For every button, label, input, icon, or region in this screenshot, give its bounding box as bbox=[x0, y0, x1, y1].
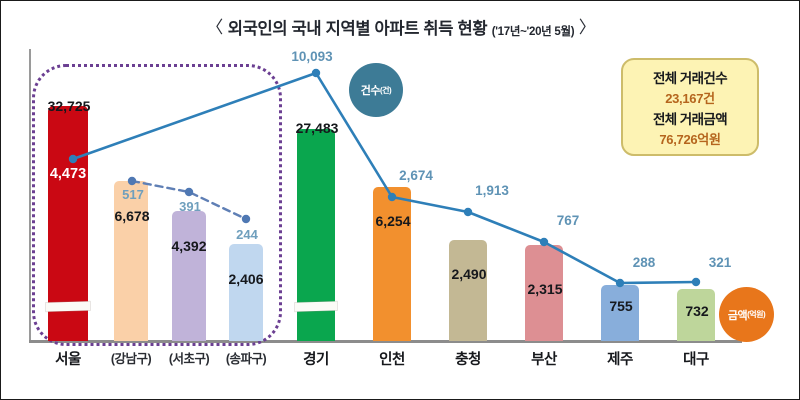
line-value-label-busan: 767 bbox=[556, 213, 580, 228]
title-bracket-open: 〈 bbox=[206, 18, 224, 37]
line-datapoint-chungcheong bbox=[463, 207, 473, 217]
line-value-label-jeju: 288 bbox=[632, 255, 656, 270]
bar-value-label-songpa: 2,406 bbox=[228, 271, 264, 287]
axis-break-mark-seoul bbox=[46, 301, 90, 312]
bar-songpa bbox=[229, 244, 263, 341]
bar-value-label-daegu: 732 bbox=[685, 303, 709, 319]
category-label-chungcheong: 충청 bbox=[455, 352, 481, 368]
category-label-songpa: (송파구) bbox=[225, 352, 267, 366]
category-label-jeju: 제주 bbox=[607, 352, 633, 368]
bar-seoul: 4,473 bbox=[46, 106, 90, 341]
bar-value-label-busan: 2,315 bbox=[527, 281, 563, 297]
line-value-label-chungcheong: 1,913 bbox=[475, 183, 509, 198]
bar-value-label-gangnam: 6,678 bbox=[114, 208, 150, 224]
x-axis-line bbox=[29, 340, 742, 343]
title-bracket-close: 〉 bbox=[578, 18, 596, 37]
bar-value-label-gyeonggi: 27,483 bbox=[295, 120, 339, 136]
category-label-incheon: 인천 bbox=[379, 352, 405, 368]
badge-amount-unit: (억원) bbox=[747, 310, 766, 319]
legend-badge-count: 건수 (건) bbox=[349, 63, 403, 117]
summary-amount-value: 76,726억원 bbox=[659, 131, 721, 147]
bar-inner-value-seoul: 4,473 bbox=[49, 166, 87, 182]
count-line-seoul-to-gyeonggi bbox=[71, 71, 318, 161]
line-value-label-gangnam: 517 bbox=[122, 187, 144, 202]
category-label-seocho: (서초구) bbox=[168, 352, 210, 366]
bar-value-label-jeju: 755 bbox=[609, 298, 633, 314]
axis-break-mark-gyeonggi bbox=[295, 301, 337, 312]
bar-gangnam bbox=[114, 181, 148, 341]
summary-count-label: 전체 거래건수 bbox=[652, 70, 728, 86]
summary-amount-label: 전체 거래금액 bbox=[652, 111, 728, 127]
bar-jeju bbox=[601, 285, 639, 341]
category-label-gyeonggi: 경기 bbox=[303, 352, 329, 368]
badge-amount-label: 금액 bbox=[727, 309, 748, 322]
bar-value-label-seoul: 32,725 bbox=[47, 98, 91, 114]
line-value-label-incheon: 2,674 bbox=[399, 168, 433, 183]
y-axis-line bbox=[29, 49, 31, 341]
page-title: 〈 외국인의 국내 지역별 아파트 취득 현황 ('17년~'20년 5월) 〉 bbox=[1, 13, 799, 39]
line-datapoint-songpa bbox=[241, 214, 251, 224]
title-period-text: ('17년~'20년 5월) bbox=[491, 26, 575, 38]
bar-value-label-seocho: 4,392 bbox=[171, 238, 207, 254]
summary-totals-box: 전체 거래건수 23,167건 전체 거래금액 76,726억원 bbox=[621, 58, 759, 156]
bar-gyeonggi bbox=[295, 129, 337, 341]
category-label-busan: 부산 bbox=[531, 352, 557, 368]
category-label-gangnam: (강남구) bbox=[110, 352, 152, 366]
line-datapoint-gyeonggi bbox=[311, 68, 321, 78]
legend-badge-amount: 금액 (억원) bbox=[719, 287, 774, 342]
line-value-label-songpa: 244 bbox=[236, 227, 258, 242]
line-value-label-seocho: 391 bbox=[179, 199, 201, 214]
bar-daegu bbox=[677, 289, 715, 341]
bar-value-label-chungcheong: 2,490 bbox=[451, 266, 487, 282]
bar-value-label-incheon: 6,254 bbox=[375, 213, 411, 229]
line-value-label-daegu: 321 bbox=[708, 255, 732, 270]
bar-seocho bbox=[172, 211, 206, 341]
bar-incheon bbox=[373, 187, 411, 341]
line-datapoint-daegu bbox=[691, 277, 701, 287]
line-value-label-gyeonggi: 10,093 bbox=[291, 49, 333, 64]
summary-count-value: 23,167건 bbox=[665, 90, 715, 106]
badge-count-unit: (건) bbox=[380, 85, 392, 95]
line-datapoint-seocho bbox=[184, 187, 194, 197]
category-label-daegu: 대구 bbox=[683, 352, 709, 368]
badge-count-label: 건수 bbox=[360, 85, 381, 97]
bar-chungcheong bbox=[449, 240, 487, 341]
category-label-seoul: 서울 bbox=[55, 352, 81, 368]
title-main-text: 외국인의 국내 지역별 아파트 취득 현황 bbox=[227, 20, 488, 38]
